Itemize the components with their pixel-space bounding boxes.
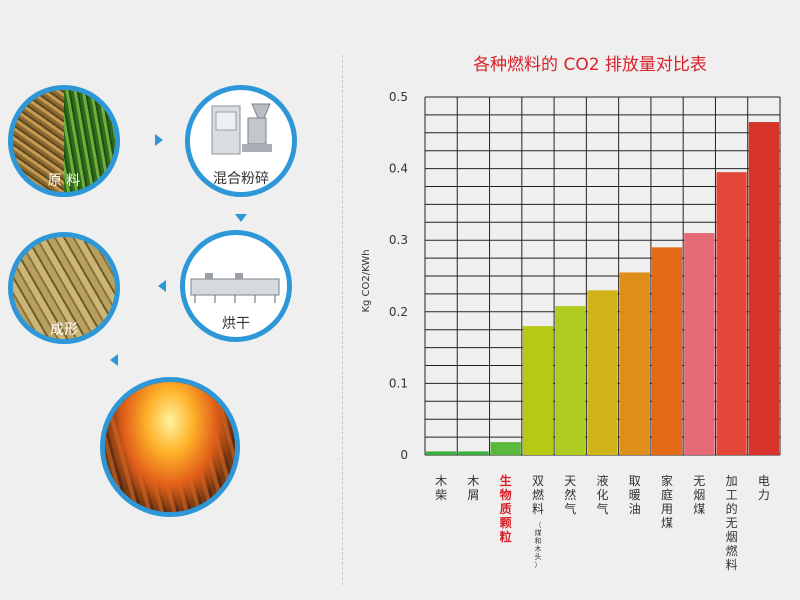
y-tick-label: 0 bbox=[400, 448, 408, 462]
y-ticks-group: 0 0.1 0.2 0.3 0.4 0.5 bbox=[389, 90, 408, 462]
straw-image bbox=[13, 90, 64, 192]
x-category-label: 家庭用煤 bbox=[661, 473, 673, 530]
x-category-label: 生物质颗粒 bbox=[500, 473, 512, 544]
bar-6 bbox=[619, 272, 650, 455]
x-category-label: 木柴 bbox=[435, 474, 447, 502]
y-tick-label: 0.4 bbox=[389, 162, 408, 176]
x-category-label: 双燃料 bbox=[532, 474, 544, 516]
arrow-down-left-icon bbox=[110, 354, 118, 366]
combustion-circle bbox=[100, 377, 240, 517]
x-category-label: 加工的无烟燃料 bbox=[726, 474, 738, 572]
arrow-left-icon bbox=[158, 280, 166, 292]
x-category-label: 取暖油 bbox=[629, 474, 641, 516]
bar-0 bbox=[426, 451, 457, 455]
arrow-right-icon bbox=[155, 134, 163, 146]
x-category-label: 木屑 bbox=[467, 474, 479, 502]
divider-line bbox=[342, 55, 343, 585]
bar-9 bbox=[716, 172, 747, 455]
y-tick-label: 0.2 bbox=[389, 305, 408, 319]
grass-image bbox=[64, 90, 115, 192]
y-tick-label: 0.3 bbox=[389, 233, 408, 247]
x-category-label: 液化气 bbox=[596, 473, 608, 516]
dryer-machine-icon bbox=[190, 273, 280, 303]
bar-2 bbox=[490, 442, 521, 455]
bar-7 bbox=[651, 247, 683, 455]
forming-circle: 成形 bbox=[8, 232, 120, 344]
drying-label: 烘干 bbox=[222, 316, 250, 332]
x-category-label: 天然气 bbox=[564, 474, 576, 516]
chart-title: 各种燃料的 CO2 排放量对比表 bbox=[473, 55, 707, 75]
bar-4 bbox=[555, 306, 586, 455]
forming-label: 成形 bbox=[50, 322, 78, 338]
flame-image bbox=[105, 382, 235, 512]
crusher-machine-icon bbox=[211, 103, 272, 155]
x-category-label: 电力 bbox=[758, 474, 770, 502]
co2-emission-chart: 各种燃料的 CO2 排放量对比表 Kg CO2/KWh 0 0.1 0.2 0.3 0.… bbox=[361, 55, 781, 572]
bar-3 bbox=[522, 326, 554, 455]
bar-10 bbox=[748, 122, 779, 455]
mixing-crushing-circle: 混合粉碎 bbox=[185, 85, 297, 197]
raw-material-circle: 原 料 bbox=[8, 85, 120, 197]
pellets-image bbox=[13, 237, 115, 339]
mixing-crushing-label: 混合粉碎 bbox=[213, 171, 269, 187]
raw-material-label: 原 料 bbox=[47, 173, 81, 189]
bar-1 bbox=[458, 451, 489, 455]
bar-8 bbox=[684, 233, 715, 455]
bars-group bbox=[426, 122, 779, 455]
arrow-down-icon bbox=[235, 214, 247, 222]
y-tick-label: 0.1 bbox=[389, 376, 408, 390]
bar-5 bbox=[587, 290, 618, 455]
x-category-label: 无烟煤 bbox=[693, 474, 705, 516]
y-axis-label: Kg CO2/KWh bbox=[361, 249, 372, 312]
y-tick-label: 0.5 bbox=[389, 90, 408, 104]
x-category-note: （煤和木头） bbox=[534, 521, 541, 569]
drying-circle: 烘干 bbox=[180, 230, 292, 342]
